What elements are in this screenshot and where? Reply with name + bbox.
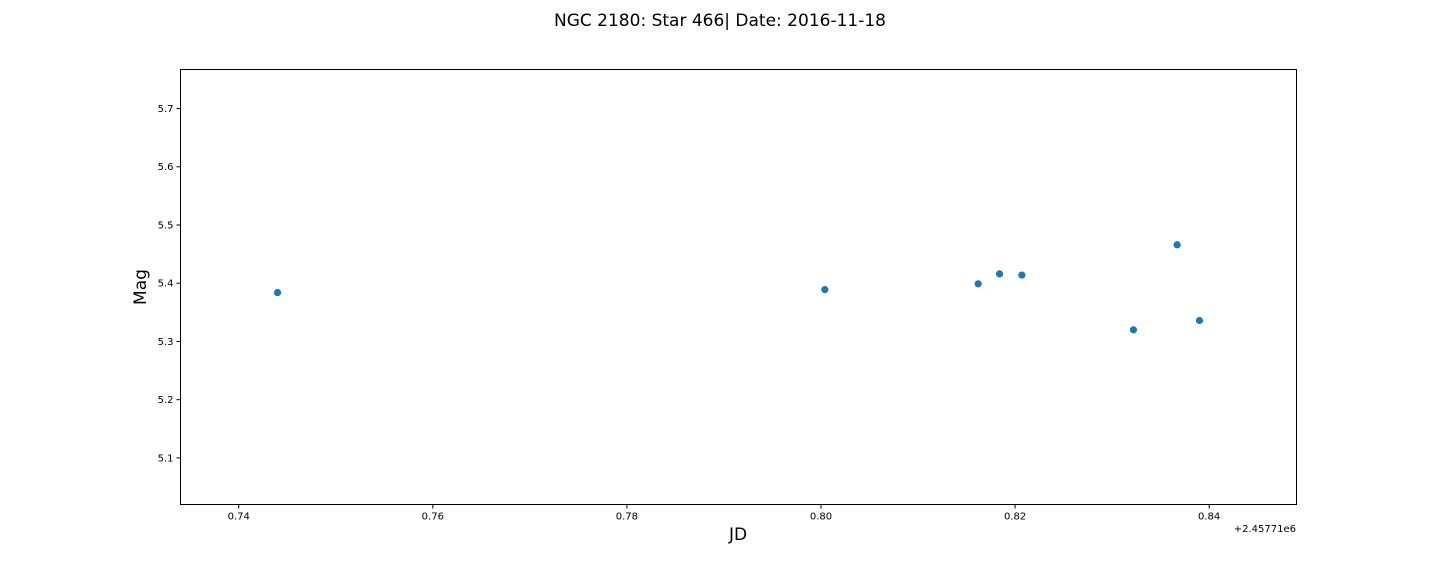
y-tick-label: 5.1 — [158, 453, 174, 464]
y-tick-label: 5.5 — [158, 220, 174, 231]
x-tick-label: 0.76 — [422, 512, 444, 523]
x-axis: 0.74 0.76 0.78 0.80 0.82 0.84 — [228, 504, 1220, 523]
data-point — [1195, 316, 1204, 325]
x-tick-label: 0.84 — [1198, 512, 1220, 523]
data-point — [995, 270, 1004, 278]
data-point — [974, 280, 982, 288]
chart-title: NGC 2180: Star 466| Date: 2016-11-18 — [554, 11, 886, 31]
plot-area — [180, 69, 1297, 505]
x-tick-label: 0.82 — [1004, 512, 1026, 523]
y-tick-label: 5.2 — [158, 395, 174, 406]
y-tick-label: 5.6 — [158, 162, 174, 173]
data-point — [1173, 241, 1181, 249]
x-tick-label: 0.80 — [810, 512, 832, 523]
data-point — [1129, 326, 1138, 334]
x-axis-offset: +2.45771e6 — [1234, 524, 1296, 535]
data-point — [273, 288, 282, 297]
data-point — [1018, 271, 1026, 279]
x-tick-label: 0.74 — [228, 512, 250, 523]
x-tick-label: 0.78 — [616, 512, 638, 523]
y-tick-label: 5.4 — [158, 279, 174, 290]
data-point — [821, 286, 829, 294]
x-axis-label: JD — [728, 525, 747, 545]
y-axis: 5.1 5.2 5.3 5.4 5.5 5.6 5.7 — [158, 104, 181, 464]
y-tick-label: 5.7 — [158, 104, 174, 115]
y-axis-label: Mag — [131, 269, 151, 305]
y-tick-label: 5.3 — [158, 337, 174, 348]
data-points — [273, 241, 1204, 334]
